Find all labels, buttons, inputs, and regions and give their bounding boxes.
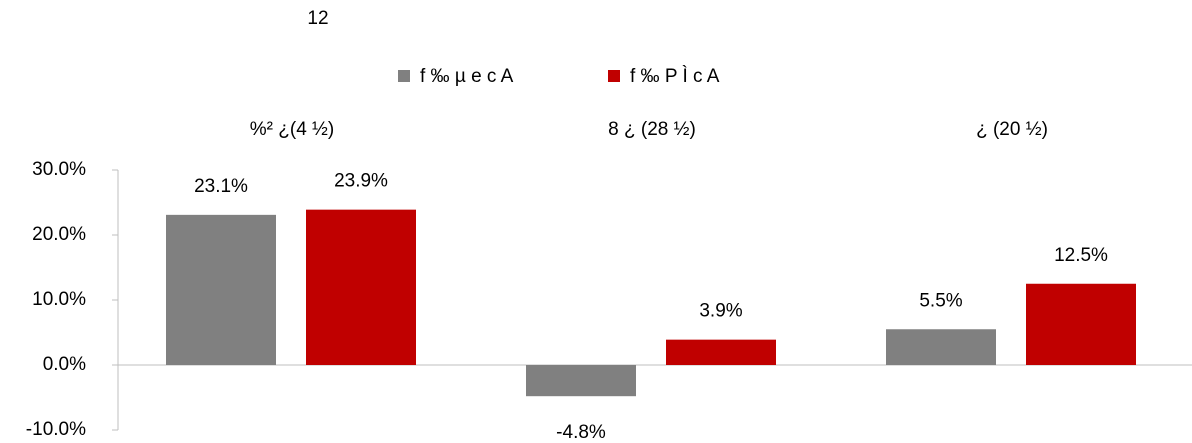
- legend-swatch: [398, 70, 410, 82]
- bar: [306, 209, 416, 365]
- bar: [886, 329, 996, 365]
- chart-title: 12: [307, 8, 328, 29]
- data-label: 5.5%: [919, 290, 962, 311]
- bar: [666, 339, 776, 365]
- data-label: 23.9%: [334, 171, 388, 192]
- category-label: ¿ (20 ½): [976, 119, 1048, 140]
- bar: [526, 365, 636, 397]
- y-tick-label: 30.0%: [32, 159, 86, 180]
- y-tick-label: -10.0%: [26, 419, 86, 440]
- category-label: %² ¿(4 ½): [250, 119, 334, 140]
- data-label: 12.5%: [1054, 245, 1108, 266]
- data-label: 23.1%: [194, 176, 248, 197]
- y-tick-label: 20.0%: [32, 224, 86, 245]
- y-tick-label: 0.0%: [43, 354, 86, 375]
- legend-label: f ‰ P Ì c A: [630, 66, 720, 87]
- legend-swatch: [608, 70, 620, 82]
- data-label: 3.9%: [699, 301, 742, 322]
- bar: [166, 214, 276, 365]
- category-label: 8 ¿ (28 ½): [608, 119, 696, 140]
- data-label: -4.8%: [556, 422, 606, 443]
- y-tick-label: 10.0%: [32, 289, 86, 310]
- bar: [1026, 283, 1136, 365]
- legend-label: f ‰ µ e c A: [420, 66, 514, 87]
